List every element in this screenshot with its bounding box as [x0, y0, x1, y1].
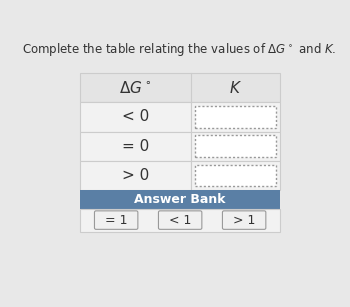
Bar [195, 135, 276, 157]
Text: Complete the table relating the values of $\Delta G^\circ$ and $K$.: Complete the table relating the values o… [22, 41, 337, 58]
Text: $\Delta G^\circ$: $\Delta G^\circ$ [119, 80, 152, 96]
Bar [80, 132, 191, 161]
Text: > 1: > 1 [233, 214, 255, 227]
Text: = 1: = 1 [105, 214, 127, 227]
Text: = 0: = 0 [122, 139, 149, 154]
FancyBboxPatch shape [159, 211, 202, 229]
FancyBboxPatch shape [223, 211, 266, 229]
Text: Answer Bank: Answer Bank [134, 193, 226, 206]
Text: < 0: < 0 [122, 109, 149, 124]
Text: $K$: $K$ [229, 80, 242, 96]
Bar [80, 208, 280, 232]
FancyBboxPatch shape [94, 211, 138, 229]
Bar [80, 102, 191, 132]
Bar [191, 161, 280, 190]
Bar [195, 165, 276, 186]
Bar [191, 102, 280, 132]
Bar [191, 132, 280, 161]
Bar [195, 106, 276, 128]
Bar [80, 73, 280, 102]
Text: < 1: < 1 [169, 214, 191, 227]
Bar [80, 190, 280, 208]
Bar [80, 161, 191, 190]
Text: > 0: > 0 [122, 168, 149, 183]
